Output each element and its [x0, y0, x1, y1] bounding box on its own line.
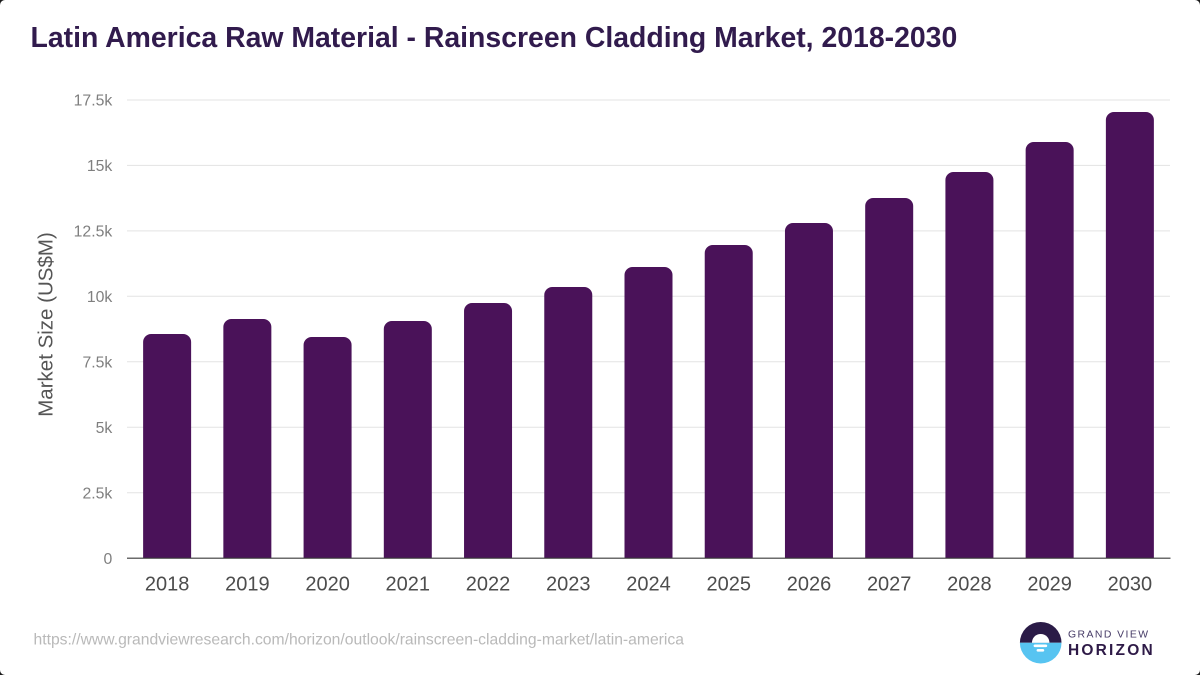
svg-text:15k: 15k [87, 158, 113, 175]
svg-text:2026: 2026 [787, 574, 832, 596]
svg-text:2020: 2020 [305, 574, 350, 596]
svg-text:2021: 2021 [386, 574, 431, 596]
svg-text:2.5k: 2.5k [82, 485, 112, 502]
svg-text:2029: 2029 [1027, 574, 1072, 596]
svg-text:2025: 2025 [706, 574, 751, 596]
svg-text:17.5k: 17.5k [74, 93, 113, 110]
svg-text:HORIZON: HORIZON [1068, 642, 1155, 659]
svg-text:2023: 2023 [546, 574, 591, 596]
svg-text:2027: 2027 [867, 574, 912, 596]
svg-text:2018: 2018 [145, 574, 190, 596]
svg-text:2019: 2019 [225, 574, 270, 596]
svg-text:0: 0 [104, 551, 113, 568]
svg-text:GRAND VIEW: GRAND VIEW [1068, 630, 1149, 641]
svg-text:7.5k: 7.5k [82, 355, 112, 372]
svg-text:2028: 2028 [947, 574, 992, 596]
svg-text:https://www.grandviewresearch.: https://www.grandviewresearch.com/horizo… [34, 632, 685, 649]
svg-text:5k: 5k [96, 420, 113, 437]
svg-text:2024: 2024 [626, 574, 671, 596]
svg-text:Market Size (US$M): Market Size (US$M) [35, 232, 58, 417]
svg-text:12.5k: 12.5k [74, 224, 113, 241]
svg-text:2030: 2030 [1108, 574, 1153, 596]
svg-text:10k: 10k [87, 289, 113, 306]
svg-text:2022: 2022 [466, 574, 511, 596]
